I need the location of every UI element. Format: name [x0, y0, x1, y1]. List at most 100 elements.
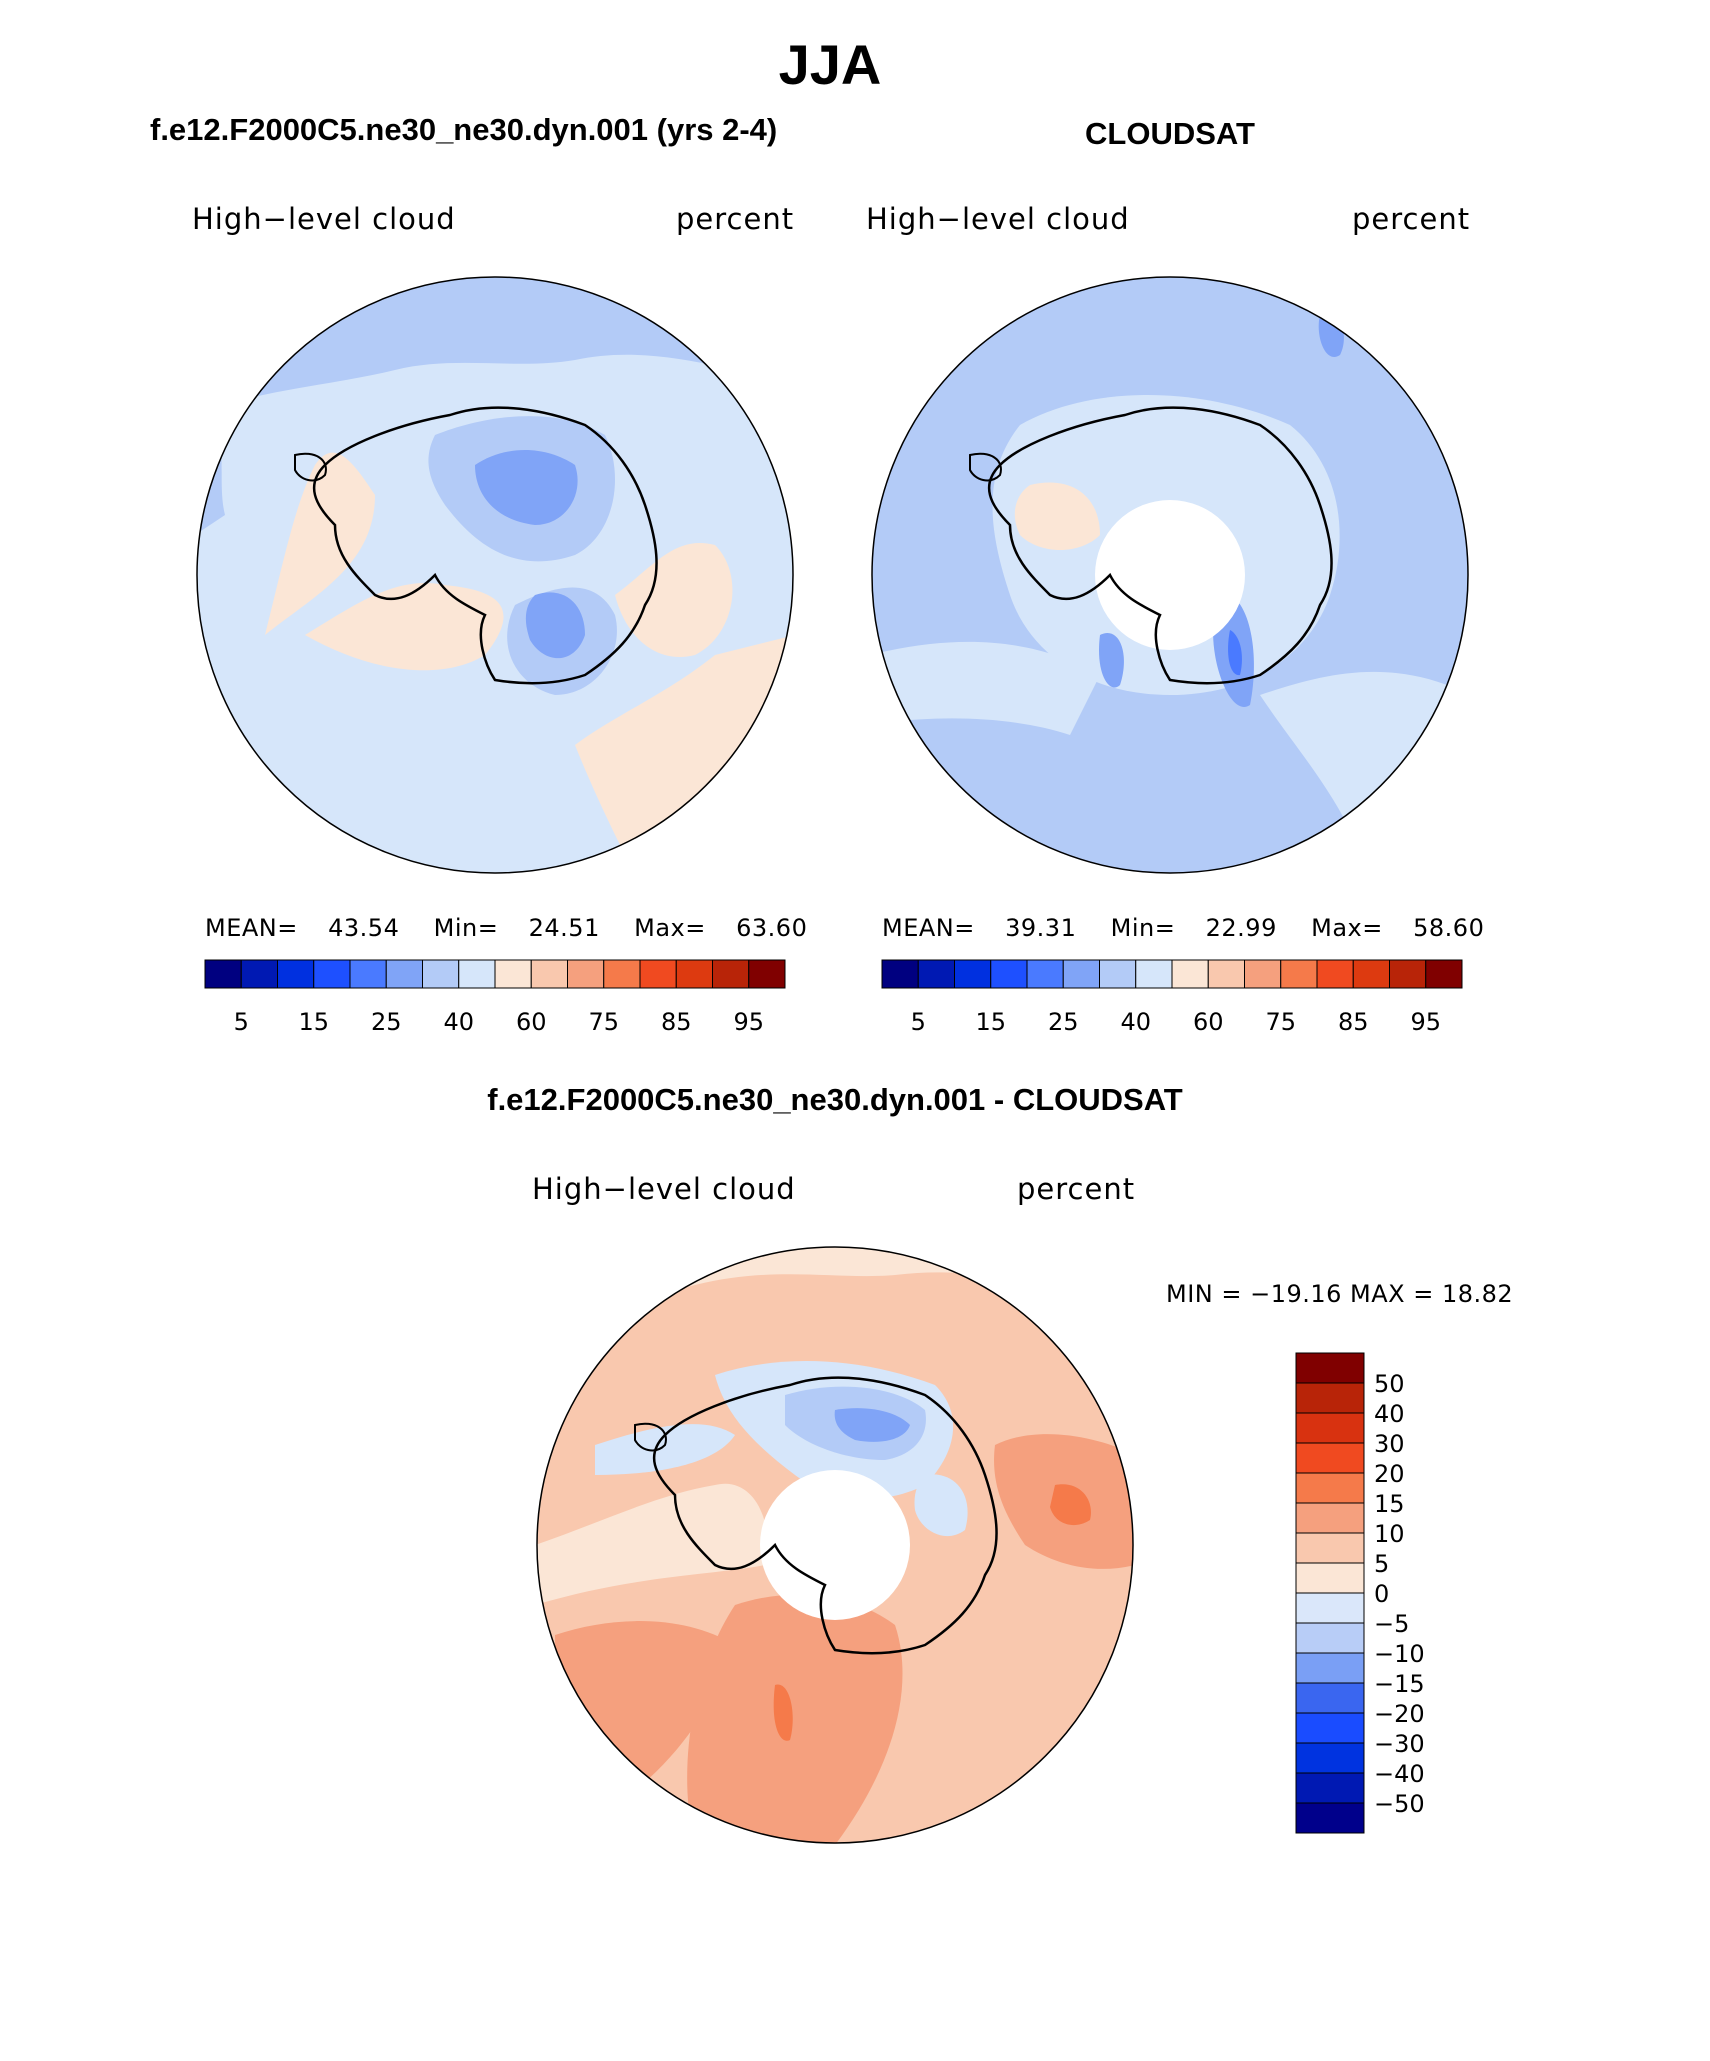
diff-colorbar-box	[1295, 1802, 1365, 1834]
diff-colorbar-tick-label: 20	[1374, 1460, 1405, 1488]
colorbar-tick-label: 60	[516, 1008, 547, 1036]
colorbar-box	[1316, 959, 1354, 989]
colorbar-box	[990, 959, 1028, 989]
colorbar-box	[712, 959, 750, 989]
diff-colorbar-box	[1295, 1562, 1365, 1594]
obs-min-value: 22.99	[1205, 914, 1277, 942]
colorbar-box	[240, 959, 278, 989]
colorbar-box	[1389, 959, 1427, 989]
colorbar-box	[385, 959, 423, 989]
colorbar-box	[1062, 959, 1100, 989]
obs-mean-value: 39.31	[1005, 914, 1077, 942]
obs-max-label: Max=	[1311, 914, 1383, 942]
diff-colorbar-tick-label: 50	[1374, 1370, 1405, 1398]
model-variable-label: High−level cloud	[192, 202, 456, 236]
polar-mask	[1095, 500, 1245, 650]
colorbar-box	[1244, 959, 1282, 989]
colorbar-box	[1171, 959, 1209, 989]
diff-minmax: MIN = −19.16 MAX = 18.82	[1166, 1280, 1514, 1308]
colorbar-box	[603, 959, 641, 989]
colorbar-tick-label: 85	[1338, 1008, 1369, 1036]
model-min-label: Min=	[433, 914, 499, 942]
diff-colorbar-tick-label: −10	[1374, 1640, 1425, 1668]
diff-heading: f.e12.F2000C5.ne30_ne30.dyn.001 - CLOUDS…	[487, 1082, 1183, 1117]
model-heading: f.e12.F2000C5.ne30_ne30.dyn.001 (yrs 2-4…	[150, 112, 778, 147]
diff-colorbar-tick-label: −20	[1374, 1700, 1425, 1728]
obs-variable-label: High−level cloud	[866, 202, 1130, 236]
diff-colorbar-tick-label: 40	[1374, 1400, 1405, 1428]
colorbar-tick-label: 85	[661, 1008, 692, 1036]
model-max-value: 63.60	[736, 914, 808, 942]
diff-map	[536, 1246, 1134, 1844]
diff-colorbar-box	[1295, 1412, 1365, 1444]
colorbar-box	[277, 959, 315, 989]
obs-units-label: percent	[1352, 202, 1471, 236]
colorbar-box	[1280, 959, 1318, 989]
diff-colorbar-tick-label: 30	[1374, 1430, 1405, 1458]
map-boundary	[196, 276, 794, 874]
colorbar-box	[349, 959, 387, 989]
model-colorbar: 5 15 25 40 60 75 85 95	[204, 959, 786, 1036]
colorbar-box	[422, 959, 460, 989]
colorbar-tick-label: 5	[911, 1008, 926, 1036]
diff-colorbar-box	[1295, 1352, 1365, 1384]
model-max-label: Max=	[634, 914, 706, 942]
colorbar-tick-label: 15	[975, 1008, 1006, 1036]
obs-colorbar: 5 15 25 40 60 75 85 95	[881, 959, 1463, 1036]
diff-units-label: percent	[1017, 1172, 1136, 1206]
page-title: JJA	[778, 33, 882, 96]
model-stats: MEAN= 43.54 Min= 24.51 Max= 63.60	[205, 914, 807, 942]
diff-colorbar-tick-label: −30	[1374, 1730, 1425, 1758]
diff-colorbar-tick-label: 10	[1374, 1520, 1405, 1548]
model-map	[196, 276, 794, 874]
colorbar-box	[1207, 959, 1245, 989]
diff-colorbar-box	[1295, 1622, 1365, 1654]
antarctica-coastline	[653, 1376, 998, 1655]
colorbar-box	[313, 959, 351, 989]
antarctica-coastline	[313, 406, 658, 685]
colorbar-tick-label: 40	[1120, 1008, 1151, 1036]
obs-heading: CLOUDSAT	[1085, 116, 1255, 151]
colorbar-box	[1026, 959, 1064, 989]
model-mean-value: 43.54	[328, 914, 400, 942]
colorbar-box	[954, 959, 992, 989]
colorbar-tick-label: 15	[298, 1008, 329, 1036]
obs-min-label: Min=	[1110, 914, 1176, 942]
diff-colorbar-box	[1295, 1712, 1365, 1744]
obs-stats: MEAN= 39.31 Min= 22.99 Max= 58.60	[882, 914, 1484, 942]
colorbar-tick-label: 5	[234, 1008, 249, 1036]
map-boundary	[871, 276, 1469, 874]
model-mean-label: MEAN=	[205, 914, 298, 942]
obs-max-value: 58.60	[1413, 914, 1485, 942]
polar-mask	[760, 1470, 910, 1620]
colorbar-box	[1425, 959, 1463, 989]
diff-colorbar-tick-label: −5	[1374, 1610, 1409, 1638]
diff-colorbar-tick-label: −40	[1374, 1760, 1425, 1788]
diff-colorbar-box	[1295, 1382, 1365, 1414]
diff-colorbar-tick-label: 5	[1374, 1550, 1389, 1578]
obs-mean-label: MEAN=	[882, 914, 975, 942]
diff-variable-label: High−level cloud	[532, 1172, 796, 1206]
colorbar-tick-label: 75	[588, 1008, 619, 1036]
diff-colorbar-tick-label: 0	[1374, 1580, 1389, 1608]
colorbar-box	[675, 959, 713, 989]
model-min-value: 24.51	[528, 914, 600, 942]
diff-colorbar-box	[1295, 1442, 1365, 1474]
diff-colorbar-tick-label: −15	[1374, 1670, 1425, 1698]
colorbar-box	[1099, 959, 1137, 989]
colorbar-box	[639, 959, 677, 989]
colorbar-tick-label: 95	[733, 1008, 764, 1036]
diff-colorbar-box	[1295, 1772, 1365, 1804]
colorbar-box	[530, 959, 568, 989]
diff-colorbar-tick-label: −50	[1374, 1790, 1425, 1818]
diff-colorbar-box	[1295, 1592, 1365, 1624]
colorbar-box	[458, 959, 496, 989]
colorbar-box	[494, 959, 532, 989]
colorbar-tick-label: 95	[1410, 1008, 1441, 1036]
colorbar-box	[881, 959, 919, 989]
diff-colorbar-box	[1295, 1532, 1365, 1564]
colorbar-tick-label: 25	[371, 1008, 402, 1036]
diff-colorbar-box	[1295, 1742, 1365, 1774]
colorbar-tick-label: 60	[1193, 1008, 1224, 1036]
colorbar-box	[567, 959, 605, 989]
